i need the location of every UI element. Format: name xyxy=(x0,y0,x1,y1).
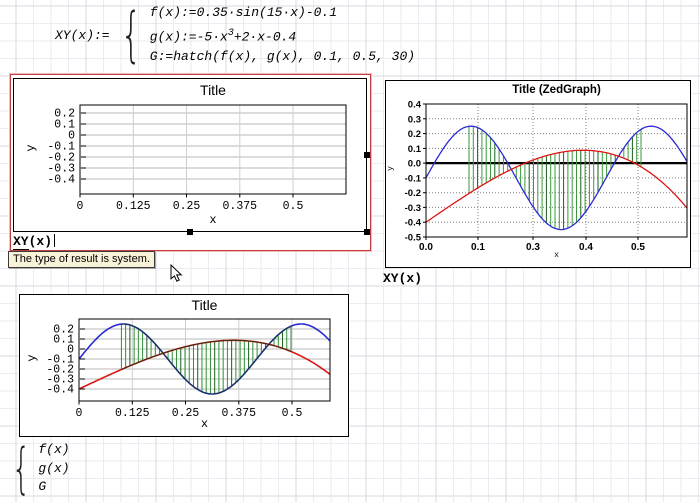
svg-text:-0.5: -0.5 xyxy=(405,233,422,244)
svg-text:0.375: 0.375 xyxy=(223,200,258,213)
gridlines xyxy=(79,319,330,401)
x-axis-label: x xyxy=(200,417,209,431)
system-brace: { xyxy=(120,0,142,71)
tick-labels: 0.20.10-0.1-0.2-0.3-0.40 0.125 0.25 0.375 0.… xyxy=(46,324,302,421)
plot-zedgraph-canvas: 0.40.30.20.10.0-0.1-0.2-0.3-0.4-0.50.0 0.… xyxy=(405,100,688,254)
tooltip: The type of result is system. xyxy=(8,251,155,268)
svg-text:0.1: 0.1 xyxy=(53,334,74,347)
series-line-g: g(x) xyxy=(38,460,70,476)
svg-text:0.25: 0.25 xyxy=(172,407,200,420)
svg-text:0.2: 0.2 xyxy=(53,324,74,337)
plot-frame xyxy=(425,103,688,238)
svg-text:0.1: 0.1 xyxy=(54,119,75,132)
svg-text:0.5: 0.5 xyxy=(282,407,303,420)
hatch-boundary xyxy=(121,323,292,395)
y-axis-label: y xyxy=(386,166,396,171)
svg-text:0: 0 xyxy=(76,407,83,420)
series-line-G: G xyxy=(38,479,47,495)
svg-text:0.125: 0.125 xyxy=(115,407,150,420)
y-axis-label: y xyxy=(25,354,39,362)
svg-text:0: 0 xyxy=(68,130,75,143)
svg-text:-0.1: -0.1 xyxy=(405,173,422,184)
g-line-base: g(x):=-5·x xyxy=(149,28,228,44)
plot-title: Title (ZedGraph) xyxy=(512,84,601,96)
svg-text:0.2: 0.2 xyxy=(408,129,421,140)
result-name: XY xyxy=(13,234,29,250)
svg-text:-0.3: -0.3 xyxy=(46,374,74,387)
plot-frame xyxy=(79,104,347,195)
formula-line-g: g(x):=-5·x3+2·x-0.4 xyxy=(150,24,415,48)
axis-ticks xyxy=(423,103,639,240)
svg-text:0: 0 xyxy=(77,200,84,213)
svg-text:-0.2: -0.2 xyxy=(47,152,75,165)
svg-text:0.4: 0.4 xyxy=(579,242,593,253)
plot-hatched-canvas: 0.20.10-0.1-0.2-0.3-0.40 0.125 0.25 0.375 0.… xyxy=(46,318,331,421)
resize-handle-corner[interactable] xyxy=(364,229,370,235)
svg-text:-0.4: -0.4 xyxy=(47,174,75,187)
axis-ticks xyxy=(78,328,293,405)
svg-text:-0.4: -0.4 xyxy=(405,218,422,229)
formula-lines: f(x):=0.35·sin(15·x)-0.1 g(x):=-5·x3+2·x… xyxy=(150,3,415,68)
plot-zedgraph-box[interactable]: Title (ZedGraph) 0.4 0.3 0.2 0.1 0.0 -0.1 -0.2… xyxy=(385,80,691,268)
hatch-region xyxy=(468,126,642,230)
plot-empty-box[interactable]: Title 0.2 0.1 0 -0.1 -0.2 -0.3 -0.4 0 0.125 0.25 0… xyxy=(13,78,367,232)
hatch-boundary xyxy=(121,339,292,370)
zed-result-label[interactable]: XY(x) xyxy=(383,271,423,286)
g-line-exponent: 3 xyxy=(227,27,234,39)
formula-lhs: XY(x):= xyxy=(55,27,110,43)
tick-labels: 0.40.30.20.10.0-0.1-0.2-0.3-0.4-0.50.0 0.… xyxy=(405,100,646,254)
plot-title: Title xyxy=(200,82,226,98)
svg-text:0.5: 0.5 xyxy=(283,200,304,213)
axis-ticks xyxy=(79,112,294,198)
formula-definition-block[interactable]: XY(x):= { f(x):=0.35·sin(15·x)-0.1 g(x):… xyxy=(55,3,415,68)
mouse-cursor-icon xyxy=(170,264,183,282)
svg-text:-0.1: -0.1 xyxy=(47,141,75,154)
plot-empty-canvas: 0.20.10-0.1-0.2-0.3-0.40 0.125 0.25 0.375 0.… xyxy=(47,104,347,214)
gridlines xyxy=(80,105,346,194)
result-args: (x) xyxy=(28,234,53,249)
plot-result-label[interactable]: XY(x) xyxy=(13,234,56,250)
formula-lines: f(x) g(x) G xyxy=(38,441,69,497)
svg-text:-0.2: -0.2 xyxy=(46,364,74,377)
svg-text:0.3: 0.3 xyxy=(526,242,540,253)
svg-text:0.4: 0.4 xyxy=(408,100,422,111)
formula-series-block[interactable]: { f(x) g(x) G xyxy=(4,441,70,497)
tick-labels: 0.20.10-0.1-0.2-0.3-0.40 0.125 0.25 0.375 0.… xyxy=(47,108,303,214)
formula-line-hatch: G:=hatch(f(x), g(x), 0.1, 0.5, 30) xyxy=(149,49,416,65)
curve-g(x) xyxy=(426,149,687,223)
hatch-region xyxy=(120,324,292,394)
g-line-rest: +2·x-0.4 xyxy=(233,28,297,44)
svg-text:0: 0 xyxy=(67,344,74,357)
svg-text:0.1: 0.1 xyxy=(471,242,485,253)
text-caret xyxy=(54,234,56,247)
y-axis-label: y xyxy=(24,144,38,152)
svg-text:0.3: 0.3 xyxy=(408,114,421,125)
svg-text:-0.3: -0.3 xyxy=(47,163,75,176)
svg-text:0.5: 0.5 xyxy=(631,242,645,253)
svg-text:-0.3: -0.3 xyxy=(405,203,421,214)
svg-text:-0.4: -0.4 xyxy=(46,384,74,397)
x-axis-label: x xyxy=(554,251,559,260)
svg-text:0.375: 0.375 xyxy=(222,407,257,420)
svg-text:0.0: 0.0 xyxy=(408,159,421,170)
svg-text:0.125: 0.125 xyxy=(116,200,151,213)
series-line-f: f(x) xyxy=(38,442,70,458)
plot-frame xyxy=(78,318,331,402)
selected-plot-region[interactable]: Title 0.2 0.1 0 -0.1 -0.2 -0.3 -0.4 0 0.125 0.25 0… xyxy=(9,73,372,252)
system-brace: { xyxy=(11,437,31,500)
formula-line-f: f(x):=0.35·sin(15·x)-0.1 xyxy=(149,5,338,20)
plot-title: Title xyxy=(191,297,218,313)
resize-handle-bottom[interactable] xyxy=(187,229,193,235)
svg-text:0.0: 0.0 xyxy=(419,242,433,253)
svg-text:-0.1: -0.1 xyxy=(46,354,74,367)
svg-text:0.25: 0.25 xyxy=(173,200,201,213)
plot-hatched-box[interactable]: Title 0.2 0.1 0 -0.1 -0.2 -0.3 -0.4 0 0.125 0.25 0… xyxy=(19,294,349,437)
x-axis-label: x xyxy=(209,213,217,227)
svg-text:0.1: 0.1 xyxy=(408,144,422,155)
svg-text:-0.2: -0.2 xyxy=(405,188,421,199)
resize-handle-right[interactable] xyxy=(364,152,370,158)
curve-f(x) xyxy=(426,125,687,231)
svg-text:0.2: 0.2 xyxy=(54,108,75,121)
